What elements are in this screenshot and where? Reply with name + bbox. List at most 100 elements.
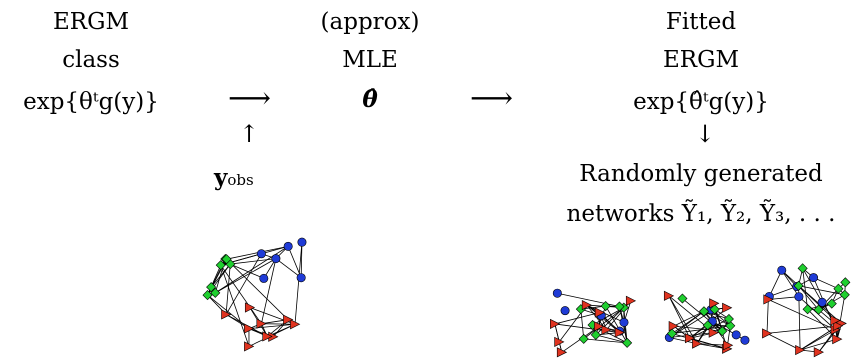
red-triangle-node bbox=[614, 327, 625, 338]
red-triangle-node bbox=[625, 295, 637, 306]
network-edge bbox=[668, 295, 691, 339]
red-triangle-node bbox=[722, 302, 733, 313]
red-triangle-node bbox=[601, 324, 612, 335]
network-edge bbox=[226, 258, 289, 320]
network-edge bbox=[595, 305, 607, 336]
blue-circle-node bbox=[297, 237, 307, 247]
network-edge bbox=[769, 286, 797, 297]
green-diamond-node bbox=[839, 289, 850, 300]
red-triangle-node bbox=[244, 341, 255, 352]
network-edge bbox=[798, 285, 845, 296]
right-arrow-icon: ⟶ bbox=[228, 81, 272, 116]
y-obs-subscript: obs bbox=[227, 171, 254, 189]
green-diamond-node bbox=[709, 304, 720, 315]
red-triangle-node bbox=[685, 333, 696, 344]
green-diamond-node bbox=[590, 329, 601, 340]
network-edge bbox=[595, 334, 628, 344]
green-diamond-node bbox=[202, 290, 213, 301]
red-triangle-node bbox=[554, 336, 565, 347]
network-edge bbox=[802, 268, 809, 310]
network-edge bbox=[766, 325, 838, 334]
network-edge bbox=[768, 270, 783, 297]
mle-title: MLE bbox=[342, 47, 398, 73]
network-edge bbox=[580, 309, 585, 339]
red-triangle-node bbox=[550, 318, 561, 330]
blue-circle-node bbox=[259, 273, 269, 283]
green-diamond-node bbox=[677, 293, 688, 304]
network-edge bbox=[768, 299, 836, 331]
blue-circle-node bbox=[794, 292, 804, 302]
green-diamond-node bbox=[826, 298, 837, 309]
green-diamond-node bbox=[614, 301, 625, 312]
blue-circle-node bbox=[740, 335, 750, 345]
network-edge bbox=[802, 268, 823, 303]
green-diamond-node bbox=[206, 282, 217, 293]
green-diamond-node bbox=[578, 333, 589, 344]
network-edge bbox=[669, 332, 714, 338]
red-triangle-node bbox=[283, 314, 294, 325]
network-edge bbox=[781, 270, 800, 297]
fitted-formula: exp{θ̂ᵗg(y)} bbox=[633, 89, 769, 115]
network-edge bbox=[294, 242, 303, 325]
green-diamond-node bbox=[840, 277, 851, 288]
fitted-subtitle: ERGM bbox=[662, 47, 740, 73]
red-triangle-node bbox=[290, 319, 301, 330]
red-triangle-node bbox=[692, 338, 703, 349]
network-edge bbox=[696, 343, 728, 350]
blue-circle-node bbox=[619, 317, 629, 327]
networks-label: networks Ỹ₁, Ỹ₂, Ỹ₃, . . . bbox=[566, 201, 836, 227]
red-triangle-node bbox=[813, 347, 824, 358]
simulated-network-2 bbox=[663, 290, 750, 354]
blue-circle-node bbox=[817, 297, 827, 307]
red-triangle-node bbox=[594, 307, 606, 318]
network-edge bbox=[215, 258, 277, 294]
network-edge bbox=[230, 263, 264, 279]
red-triangle-node bbox=[830, 315, 841, 326]
blue-circle-node bbox=[560, 306, 570, 316]
green-diamond-node bbox=[802, 304, 813, 315]
blue-circle-node bbox=[552, 288, 562, 298]
observed-network bbox=[202, 237, 307, 352]
green-diamond-node bbox=[723, 313, 734, 325]
red-triangle-node bbox=[832, 320, 844, 332]
red-triangle-node bbox=[668, 321, 679, 332]
red-triangle-node bbox=[663, 290, 675, 301]
blue-circle-node bbox=[809, 273, 819, 283]
network-edge bbox=[225, 264, 231, 315]
blue-circle-node bbox=[731, 330, 741, 340]
up-arrow-icon: ↑ bbox=[239, 120, 260, 148]
network-edge bbox=[798, 285, 836, 321]
red-triangle-node bbox=[594, 321, 605, 332]
green-diamond-node bbox=[622, 337, 633, 348]
mle-qualifier: (approx) bbox=[320, 9, 420, 35]
red-triangle-node bbox=[262, 331, 273, 342]
green-diamond-node bbox=[221, 254, 232, 265]
green-diamond-node bbox=[725, 320, 736, 331]
right-arrow-icon-2: ⟶ bbox=[470, 81, 514, 116]
red-triangle-node bbox=[723, 340, 734, 351]
red-triangle-node bbox=[832, 334, 843, 345]
network-edge bbox=[225, 253, 262, 315]
red-triangle-node bbox=[581, 300, 593, 311]
network-edge bbox=[554, 312, 600, 325]
network-edge bbox=[275, 258, 302, 279]
network-edge bbox=[703, 310, 731, 327]
red-triangle-node bbox=[556, 347, 568, 358]
red-triangle-node bbox=[256, 318, 267, 329]
network-edge bbox=[798, 296, 801, 351]
network-edge bbox=[668, 295, 698, 344]
network-edge bbox=[220, 264, 262, 324]
red-triangle-node bbox=[763, 294, 774, 305]
blue-circle-node bbox=[296, 273, 306, 283]
green-diamond-node bbox=[666, 328, 677, 339]
red-triangle-node bbox=[708, 327, 719, 338]
y-obs-symbol: y bbox=[214, 164, 228, 191]
network-edge bbox=[689, 337, 728, 350]
model-formula: exp{θᵗg(y)} bbox=[23, 89, 159, 115]
network-edge bbox=[766, 299, 769, 334]
green-diamond-node bbox=[717, 326, 728, 337]
network-edge bbox=[557, 292, 620, 307]
mle-theta-hat: θ̂ bbox=[362, 86, 378, 113]
network-edge bbox=[673, 310, 705, 327]
red-triangle-node bbox=[762, 328, 773, 339]
